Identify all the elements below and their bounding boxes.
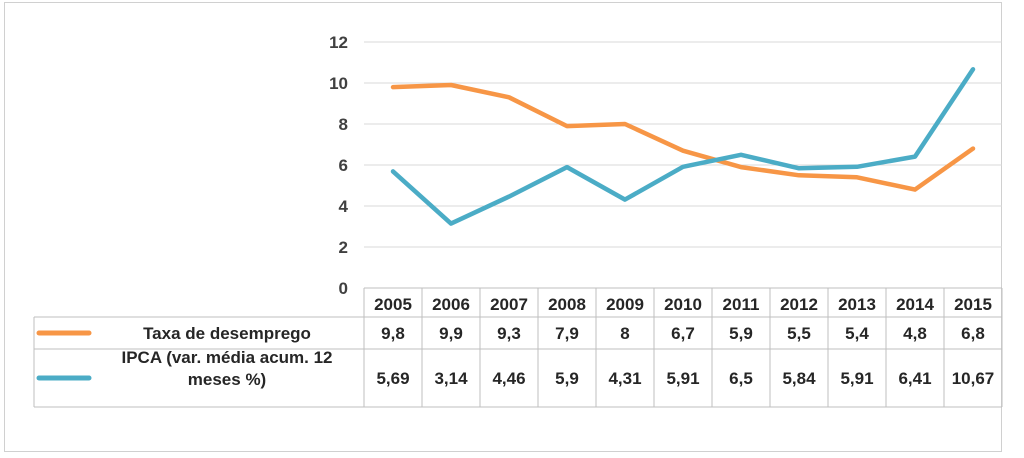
series-name: IPCA (var. média acum. 12: [121, 348, 332, 367]
table-cell-value: 6,8: [961, 324, 985, 343]
table-cell-value: 5,4: [845, 324, 869, 343]
table-cell-value: 6,41: [898, 369, 931, 388]
x-tick-label: 2014: [896, 295, 934, 314]
table-cell-value: 5,91: [666, 369, 699, 388]
x-tick-label: 2015: [954, 295, 992, 314]
table-cell-value: 4,8: [903, 324, 927, 343]
y-tick-label: 12: [329, 33, 348, 52]
x-tick-label: 2011: [723, 295, 760, 314]
gridlines: [364, 41, 1002, 248]
chart-frame: 0 2 4 6 8 10 12 2005 2006 2007 2008 2009 2010 2011 20…: [4, 2, 1003, 452]
table-cell-value: 6,7: [671, 324, 695, 343]
series-name: Taxa de desemprego: [143, 324, 311, 343]
table-cell-value: 6,5: [729, 369, 753, 388]
y-tick-label: 2: [339, 238, 348, 257]
y-tick-label: 10: [329, 74, 348, 93]
table-cell-value: 4,46: [492, 369, 525, 388]
y-tick-label: 0: [339, 279, 348, 298]
x-tick-label: 2010: [664, 295, 702, 314]
table-cell-value: 5,84: [782, 369, 816, 388]
series-name: meses %): [188, 370, 266, 389]
series-line: [390, 67, 976, 226]
table-cell-value: 9,3: [497, 324, 521, 343]
table-cell-value: 5,9: [555, 369, 579, 388]
x-tick-label: 2007: [490, 295, 528, 314]
x-tick-label: 2005: [374, 295, 412, 314]
table-cell-value: 8: [620, 324, 629, 343]
table-cell-value: 9,8: [381, 324, 405, 343]
table-cell-value: 4,31: [608, 369, 641, 388]
table-cell-value: 5,91: [840, 369, 873, 388]
x-tick-label: 2008: [548, 295, 586, 314]
table-cell-value: 5,9: [729, 324, 753, 343]
y-tick-label: 8: [339, 115, 348, 134]
series-line: [390, 82, 976, 192]
table-cell-value: 5,5: [787, 324, 811, 343]
table-cell-value: 9,9: [439, 324, 463, 343]
x-tick-label: 2012: [780, 295, 818, 314]
table-cell-value: 5,69: [376, 369, 409, 388]
x-tick-label: 2006: [432, 295, 470, 314]
data-table: 2005 2006 2007 2008 2009 2010 2011 2012 2013 2014…: [33, 287, 1003, 408]
table-cell-value: 3,14: [434, 369, 468, 388]
table-cell-value: 7,9: [555, 324, 579, 343]
y-axis: 0 2 4 6 8 10 12: [329, 33, 348, 298]
y-tick-label: 6: [339, 156, 348, 175]
x-tick-label: 2009: [606, 295, 644, 314]
series-lines: [390, 67, 976, 226]
y-tick-label: 4: [339, 197, 349, 216]
table-cell-value: 10,67: [952, 369, 995, 388]
x-tick-label: 2013: [838, 295, 876, 314]
